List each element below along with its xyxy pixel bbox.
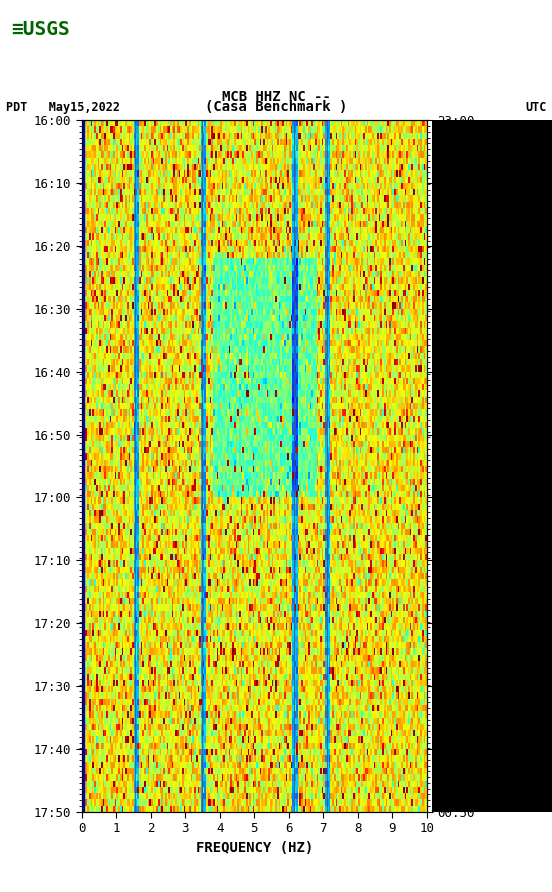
Text: MCB HHZ NC --: MCB HHZ NC -- — [221, 90, 331, 104]
Text: PDT   May15,2022: PDT May15,2022 — [6, 101, 120, 114]
Text: ≡USGS: ≡USGS — [11, 20, 70, 38]
Text: UTC: UTC — [525, 101, 546, 114]
Bar — [82, 120, 84, 812]
X-axis label: FREQUENCY (HZ): FREQUENCY (HZ) — [195, 840, 313, 855]
Text: (Casa Benchmark ): (Casa Benchmark ) — [205, 100, 347, 114]
